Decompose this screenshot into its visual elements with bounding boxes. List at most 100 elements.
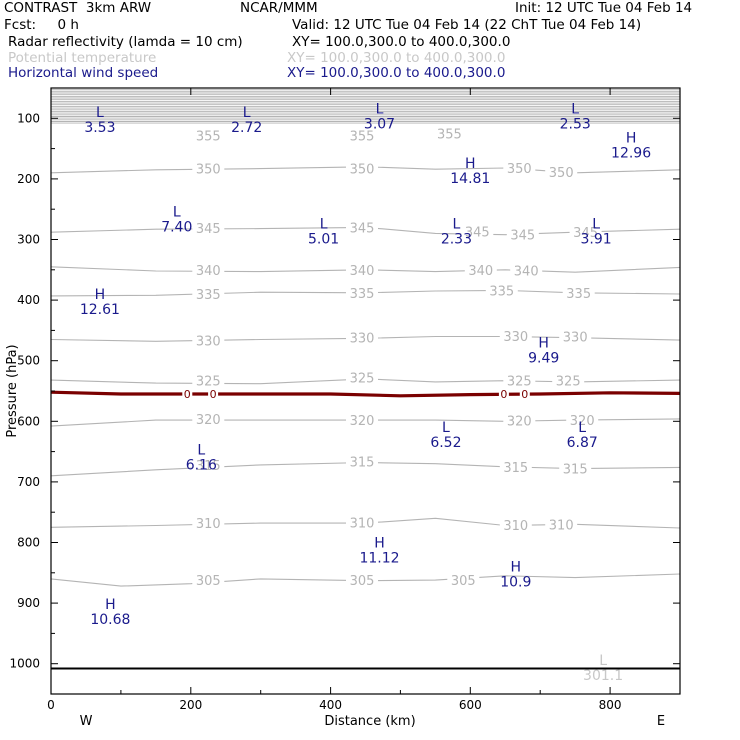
contour-label-bg: [346, 329, 378, 345]
zero-label-bg: [498, 388, 509, 400]
extremum-marker: H: [511, 560, 522, 576]
band-contour-line: [51, 108, 680, 111]
theta-extremum-marker: L: [599, 653, 607, 669]
contour-label-bg: [447, 572, 480, 588]
contour-label-bg: [503, 372, 536, 388]
top-contour-band: [51, 88, 680, 124]
band-contour-line: [51, 107, 680, 109]
theta-contour-label: 355: [437, 127, 462, 142]
extremum-value: 3.07: [364, 117, 395, 133]
extremum-marker: L: [376, 102, 384, 118]
theta-contour-label: 315: [563, 463, 588, 478]
zero-contour: 0 0 0 0: [51, 388, 680, 401]
theta-contour-label: 345: [350, 221, 375, 236]
contour-label-bg: [510, 262, 543, 278]
band-contour-line: [51, 92, 680, 94]
contour-label-bg: [566, 412, 599, 428]
theta-contour-label: 325: [507, 375, 532, 390]
extremum-marker: L: [452, 217, 460, 233]
model-title: CONTRAST 3km ARW: [4, 0, 152, 16]
y-tick-label: 700: [17, 475, 40, 489]
contour-label-bg: [192, 261, 225, 277]
contour-label-bg: [545, 164, 578, 180]
contour-label-bg: [346, 514, 378, 530]
theta-contour-label: 335: [566, 287, 591, 302]
theta-contour-label: 310: [350, 517, 375, 532]
east-label: E: [657, 714, 665, 729]
theta-contour-label: 345: [196, 222, 221, 237]
x-tick-label: 600: [459, 698, 482, 712]
extremum-marker: H: [95, 287, 106, 303]
theta-contour-label: 335: [489, 284, 514, 299]
forecast-hour: Fcst: 0 h: [4, 17, 79, 33]
theta-contour-label: 350: [507, 162, 532, 177]
band-contour-line: [51, 95, 680, 98]
theta-contour-label: 335: [350, 287, 375, 302]
theta-contour-label: 305: [451, 574, 476, 589]
extremum-value: 7.40: [161, 220, 192, 236]
theta-contour-label: 330: [350, 332, 375, 347]
theta-contour-label: 330: [196, 335, 221, 350]
extremum-value: 3.53: [84, 120, 115, 136]
y-axis-title: Pressure (hPa): [5, 344, 20, 437]
contour-label-bg: [192, 572, 225, 588]
theta-contour-label: 320: [196, 413, 221, 428]
extremum-value: 6.52: [430, 435, 461, 451]
west-label: W: [80, 714, 93, 729]
band-contour-line: [51, 120, 680, 123]
extremum-value: 14.81: [450, 171, 490, 187]
field-name-wind: Horizontal wind speed: [8, 65, 159, 81]
extremum-marker: L: [173, 205, 181, 221]
extremum-value: 3.91: [581, 232, 612, 248]
contour-label-bg: [503, 160, 536, 175]
contour-label-bg: [461, 223, 494, 239]
zero-label-bg: [182, 388, 193, 400]
contour-label-bg: [499, 458, 532, 474]
theta-contour-label: 315: [350, 455, 375, 470]
contour-label-bg: [346, 284, 378, 300]
theta-contour-label: 345: [510, 229, 535, 244]
theta-contour-label: 325: [350, 372, 375, 387]
theta-contour-label: 325: [196, 375, 221, 390]
theta-contour-label: 315: [503, 461, 528, 476]
contour-label-bg: [559, 460, 592, 476]
y-tick-label: 1000: [9, 657, 40, 671]
theta-contour-label: 345: [573, 226, 598, 241]
theta-contour-label: 310: [549, 518, 574, 533]
zero-contour-label: 0: [521, 388, 528, 401]
contour-label-bg: [346, 412, 378, 428]
x-tick-label: 800: [599, 698, 622, 712]
contour-label-bg: [346, 369, 378, 385]
contour-label-bg: [346, 453, 378, 469]
theta-contour-label: 355: [350, 129, 375, 144]
contour-label-bg: [192, 456, 225, 472]
extremum-marker: L: [320, 217, 328, 233]
contour-label-bg: [506, 226, 539, 242]
y-tick-label: 500: [17, 354, 40, 368]
theta-contour-label: 355: [196, 129, 221, 144]
band-contour-line: [51, 122, 680, 124]
x-tick-label: 400: [319, 698, 342, 712]
plot-frame: [50, 87, 681, 695]
band-contour-line: [51, 103, 680, 106]
band-contour-line: [51, 112, 680, 114]
theta-contour-label: 340: [468, 264, 493, 279]
contour-label-bg: [192, 515, 225, 531]
contour-label-bg: [192, 286, 225, 301]
extremum-value: 9.49: [528, 350, 559, 366]
y-tick-label: 600: [17, 414, 40, 428]
extremum-marker: L: [442, 420, 450, 436]
theta-contour-label: 350: [350, 163, 375, 178]
extremum-marker: H: [465, 156, 476, 172]
theta-contour-label: 305: [196, 574, 221, 589]
theta-contour-label: 310: [196, 517, 221, 532]
theta-contour-label: 315: [196, 459, 221, 474]
extremum-value: 10.9: [500, 575, 531, 591]
contour-label-bg: [192, 372, 225, 388]
extremum-value: 2.53: [560, 117, 591, 133]
theta-contour-label: 340: [196, 264, 221, 279]
y-tick-label: 200: [17, 172, 40, 186]
contour-label-bg: [192, 410, 225, 426]
contour-label-bg: [552, 372, 585, 388]
